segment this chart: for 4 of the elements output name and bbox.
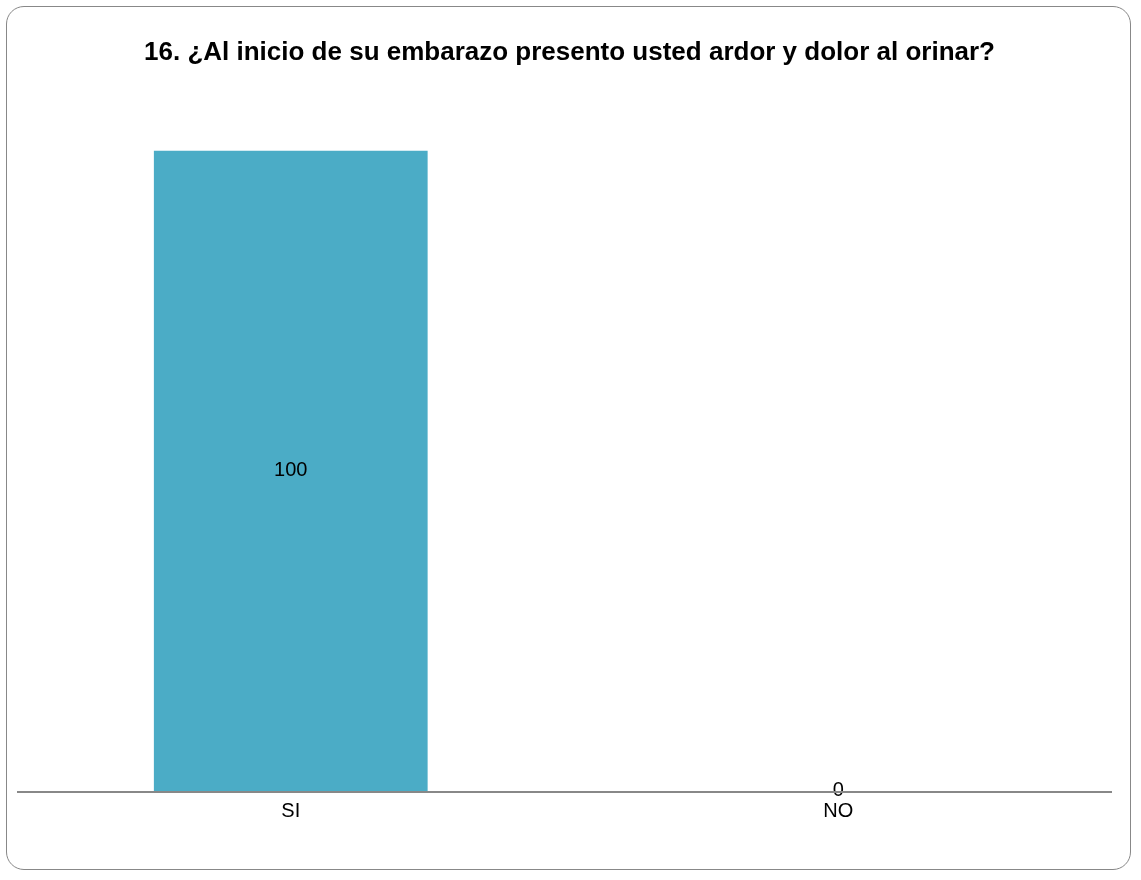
data-label: 100 (274, 457, 308, 480)
x-tick-label: NO (823, 798, 854, 821)
chart-title: 16. ¿Al inicio de su embarazo presento usted ardor y dolor al orinar? (144, 35, 995, 66)
x-tick-label: SI (281, 798, 301, 821)
